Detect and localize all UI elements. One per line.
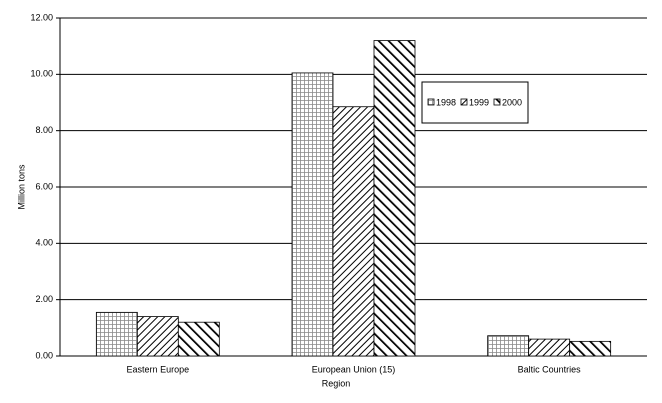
bar xyxy=(95,311,138,357)
bar xyxy=(373,40,416,357)
y-tick-label: 6.00 xyxy=(35,181,53,191)
x-tick-label: Eastern Europe xyxy=(127,364,190,374)
bar xyxy=(177,321,220,357)
legend-swatch xyxy=(427,98,435,106)
bar xyxy=(487,335,530,357)
legend-swatch xyxy=(460,98,468,106)
y-axis-title: Million tons xyxy=(16,164,26,210)
legend-box xyxy=(421,81,529,124)
legend-label: 1998 xyxy=(436,97,456,107)
y-tick-label: 0.00 xyxy=(35,350,53,360)
bar xyxy=(528,338,571,357)
bar xyxy=(332,106,375,357)
y-tick-label: 2.00 xyxy=(35,294,53,304)
legend-swatch xyxy=(493,98,501,106)
y-tick-label: 4.00 xyxy=(35,238,53,248)
legend-label: 2000 xyxy=(502,97,522,107)
bar xyxy=(291,72,334,357)
bar xyxy=(136,316,179,357)
y-tick-label: 8.00 xyxy=(35,125,53,135)
y-tick-label: 12.00 xyxy=(30,12,53,22)
x-tick-label: European Union (15) xyxy=(312,364,396,374)
y-tick-label: 10.00 xyxy=(30,69,53,79)
x-tick-label: Baltic Countries xyxy=(518,364,582,374)
bar xyxy=(569,340,612,357)
legend-label: 1999 xyxy=(469,97,489,107)
x-axis-title: Region xyxy=(322,378,351,388)
